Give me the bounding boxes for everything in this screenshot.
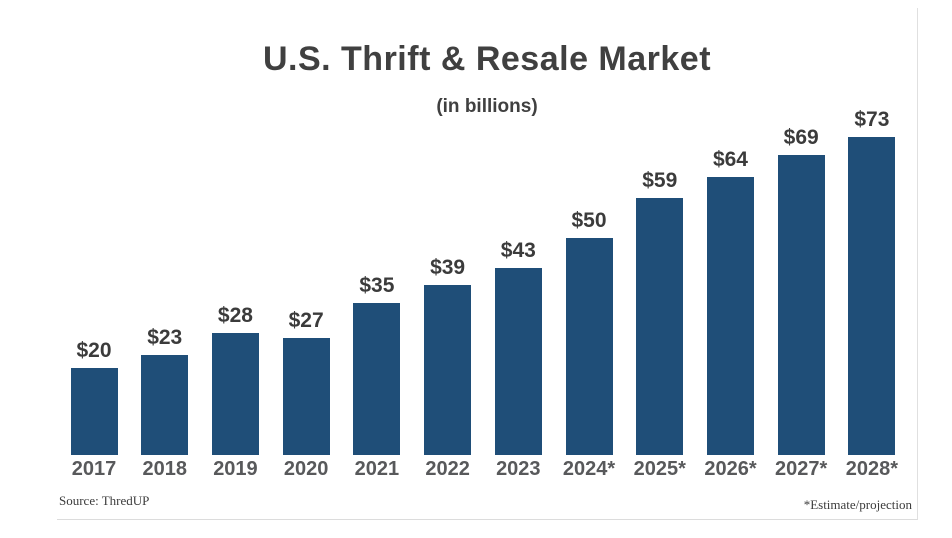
bar bbox=[565, 238, 613, 455]
x-axis-label: 2028* bbox=[845, 458, 899, 480]
bar-group: $73 bbox=[841, 107, 903, 455]
bar-group: $27 bbox=[275, 308, 337, 455]
x-axis-label: 2018 bbox=[142, 458, 187, 480]
x-axis-label: 2026* bbox=[704, 458, 757, 480]
bar-group: $23 bbox=[134, 325, 196, 455]
bar-group: $20 bbox=[63, 338, 125, 455]
source-note: Source: ThredUP bbox=[59, 493, 150, 508]
bar bbox=[70, 368, 118, 455]
bar bbox=[706, 177, 754, 455]
bar-group: $50 bbox=[558, 208, 620, 455]
x-axis-label: 2021 bbox=[354, 458, 400, 480]
x-axis-label: 2017 bbox=[71, 458, 117, 480]
bar bbox=[282, 338, 330, 455]
chart-subtitle: (in billions) bbox=[436, 96, 538, 117]
bar-value-label: $73 bbox=[854, 108, 890, 131]
x-axis-label: 2022 bbox=[425, 458, 470, 480]
bar-value-label: $35 bbox=[359, 274, 395, 297]
bar-value-label: $43 bbox=[500, 239, 536, 262]
x-axis-label: 2024* bbox=[562, 458, 616, 480]
bar bbox=[777, 155, 825, 455]
bar-value-label: $69 bbox=[783, 126, 819, 149]
estimate-footnote: *Estimate/projection bbox=[803, 497, 912, 512]
bar-group: $59 bbox=[629, 168, 691, 455]
chart-title: U.S. Thrift & Resale Market bbox=[262, 40, 712, 78]
bar-group: $35 bbox=[346, 273, 408, 455]
bar-value-label: $27 bbox=[288, 309, 324, 332]
bar-group: $28 bbox=[204, 303, 266, 455]
bar bbox=[424, 285, 472, 455]
bar-value-label: $64 bbox=[712, 148, 748, 171]
bar-value-label: $23 bbox=[147, 326, 183, 349]
bar bbox=[353, 303, 401, 455]
bars-row: $20 $23 $28 $27 $35 $39 $43 $50 $59 $64 $69 $73 bbox=[63, 103, 903, 455]
x-axis: 2017 2018 2019 2020 2021 2022 2023 2024* 2025* 20… bbox=[63, 457, 903, 481]
bar-value-label: $39 bbox=[430, 256, 466, 279]
x-axis-label: 2019 bbox=[213, 458, 258, 480]
bar bbox=[141, 355, 189, 455]
bar-group: $43 bbox=[487, 238, 549, 455]
x-axis-label: 2025* bbox=[633, 458, 686, 480]
bar bbox=[636, 198, 684, 455]
bar-group: $64 bbox=[699, 147, 761, 455]
bar-value-label: $59 bbox=[642, 169, 678, 192]
x-axis-label: 2020 bbox=[283, 458, 329, 480]
bar bbox=[211, 333, 259, 455]
bar-group: $69 bbox=[770, 125, 832, 455]
x-axis-label: 2023 bbox=[496, 458, 541, 480]
x-axis-label: 2027* bbox=[775, 458, 828, 480]
bar-group: $39 bbox=[417, 255, 479, 455]
bar bbox=[848, 137, 896, 455]
bar bbox=[494, 268, 542, 455]
chart-card: U.S. Thrift & Resale Market (in billions… bbox=[57, 8, 918, 520]
bar-value-label: $20 bbox=[76, 339, 112, 362]
bar-value-label: $28 bbox=[217, 304, 253, 327]
bar-value-label: $50 bbox=[571, 209, 607, 232]
